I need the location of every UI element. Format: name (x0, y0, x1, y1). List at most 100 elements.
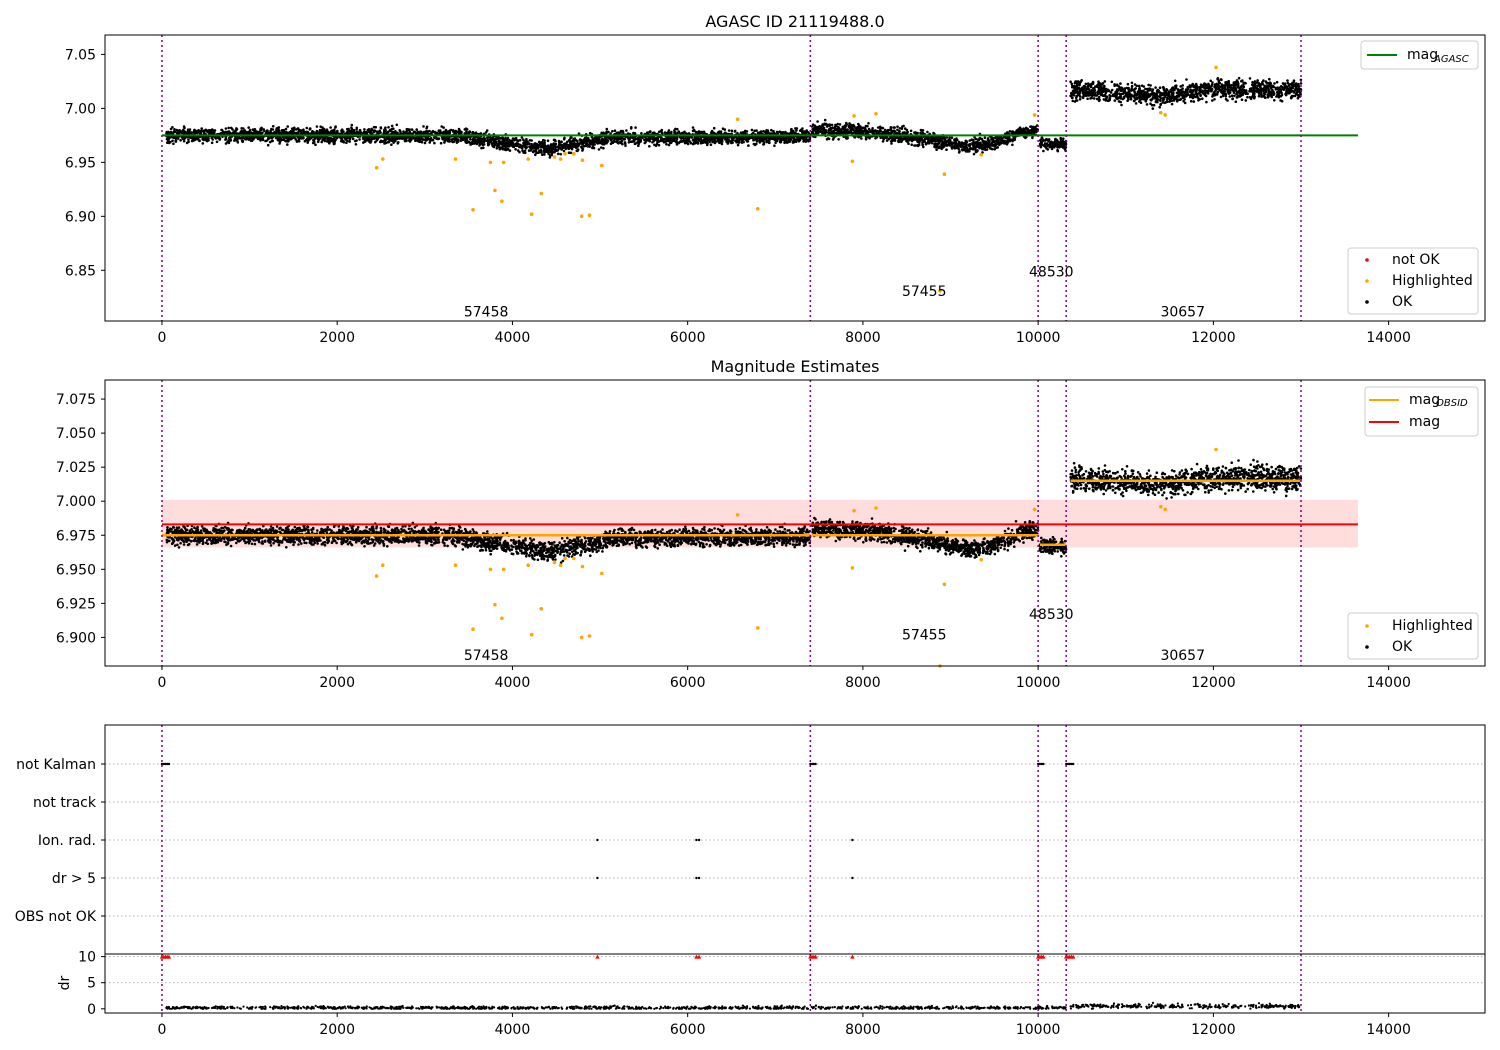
ok-point (669, 141, 673, 145)
ok-point (491, 145, 495, 148)
ok-point (830, 123, 834, 127)
ok-point (408, 128, 412, 131)
ok-point (385, 136, 389, 139)
ok-point (350, 123, 354, 127)
ok-point (983, 136, 987, 139)
ok-point (892, 136, 896, 140)
ok-point (940, 137, 944, 140)
ok-point (201, 138, 204, 141)
ok-point (459, 136, 463, 140)
ok-point (950, 145, 954, 148)
ok-point (942, 141, 945, 145)
ok-point (829, 126, 832, 130)
ok-point (1039, 141, 1043, 145)
ok-point (736, 139, 740, 143)
ok-point (235, 127, 238, 130)
ok-point (890, 142, 893, 145)
ok-point (328, 140, 332, 144)
ok-point (354, 143, 358, 146)
ok-point (166, 141, 169, 144)
ok-point (210, 128, 214, 131)
ok-point (621, 129, 624, 133)
ok-point (313, 136, 317, 140)
ok-point (821, 127, 825, 131)
ok-point (689, 141, 693, 145)
ok-point (956, 138, 959, 142)
ok-point (243, 130, 246, 134)
ok-point (893, 130, 896, 133)
ok-point (620, 139, 624, 143)
ok-point (408, 136, 411, 140)
ok-point (218, 137, 222, 140)
ok-point (270, 131, 273, 135)
ok-point (788, 140, 792, 143)
ok-point (207, 136, 210, 140)
ok-point (992, 137, 995, 140)
ok-point (183, 126, 186, 130)
ok-point (394, 138, 398, 141)
ok-point (211, 138, 214, 141)
ok-point (986, 138, 990, 142)
ok-point (293, 126, 296, 130)
ok-point (841, 130, 845, 134)
ok-point (921, 129, 925, 132)
ok-point (785, 141, 789, 144)
ok-point (402, 136, 405, 139)
ok-point (706, 136, 709, 139)
ok-point (935, 142, 939, 146)
ok-point (932, 131, 935, 135)
ok-point (599, 146, 603, 149)
ok-point (885, 139, 889, 142)
ok-point (439, 141, 443, 145)
ok-point (796, 136, 799, 139)
ok-point (668, 137, 671, 140)
ok-point (487, 135, 491, 139)
ok-point (198, 139, 201, 142)
ok-point (792, 129, 795, 133)
ok-point (396, 142, 400, 145)
ok-point (629, 140, 633, 143)
ok-point (691, 126, 695, 129)
ok-point (972, 145, 975, 149)
ok-point (292, 128, 296, 132)
ok-point (797, 140, 801, 143)
ok-point (286, 125, 290, 128)
ok-point (482, 146, 485, 150)
ok-point (514, 148, 517, 151)
ok-point (664, 140, 668, 143)
ok-point (837, 128, 841, 132)
ok-point (192, 138, 195, 142)
ok-point (976, 144, 980, 148)
ok-point (801, 127, 804, 130)
ok-point (597, 141, 600, 145)
ok-point (610, 137, 613, 141)
ok-point (656, 140, 659, 144)
ok-point (277, 129, 281, 132)
ok-point (481, 143, 485, 147)
ok-point (761, 140, 765, 143)
ok-point (736, 143, 740, 147)
ok-point (553, 150, 556, 154)
ok-point (476, 138, 480, 141)
ok-point (305, 126, 309, 130)
ok-point (504, 146, 508, 149)
ok-point (827, 131, 831, 135)
ok-point (455, 139, 459, 143)
ok-point (590, 140, 593, 143)
ok-point (569, 136, 573, 139)
ok-point (390, 124, 394, 128)
ok-point (863, 126, 867, 130)
ok-point (426, 137, 429, 140)
ok-point (265, 129, 269, 132)
ok-point (454, 129, 458, 133)
ok-point (719, 131, 722, 135)
ok-point (552, 145, 556, 148)
ok-point (667, 143, 671, 147)
ok-point (1002, 139, 1006, 143)
ok-point (383, 129, 386, 133)
ok-point (909, 129, 913, 133)
ok-point (848, 124, 852, 127)
ok-point (823, 123, 827, 126)
ok-point (935, 138, 939, 142)
ok-point (1097, 80, 1100, 83)
